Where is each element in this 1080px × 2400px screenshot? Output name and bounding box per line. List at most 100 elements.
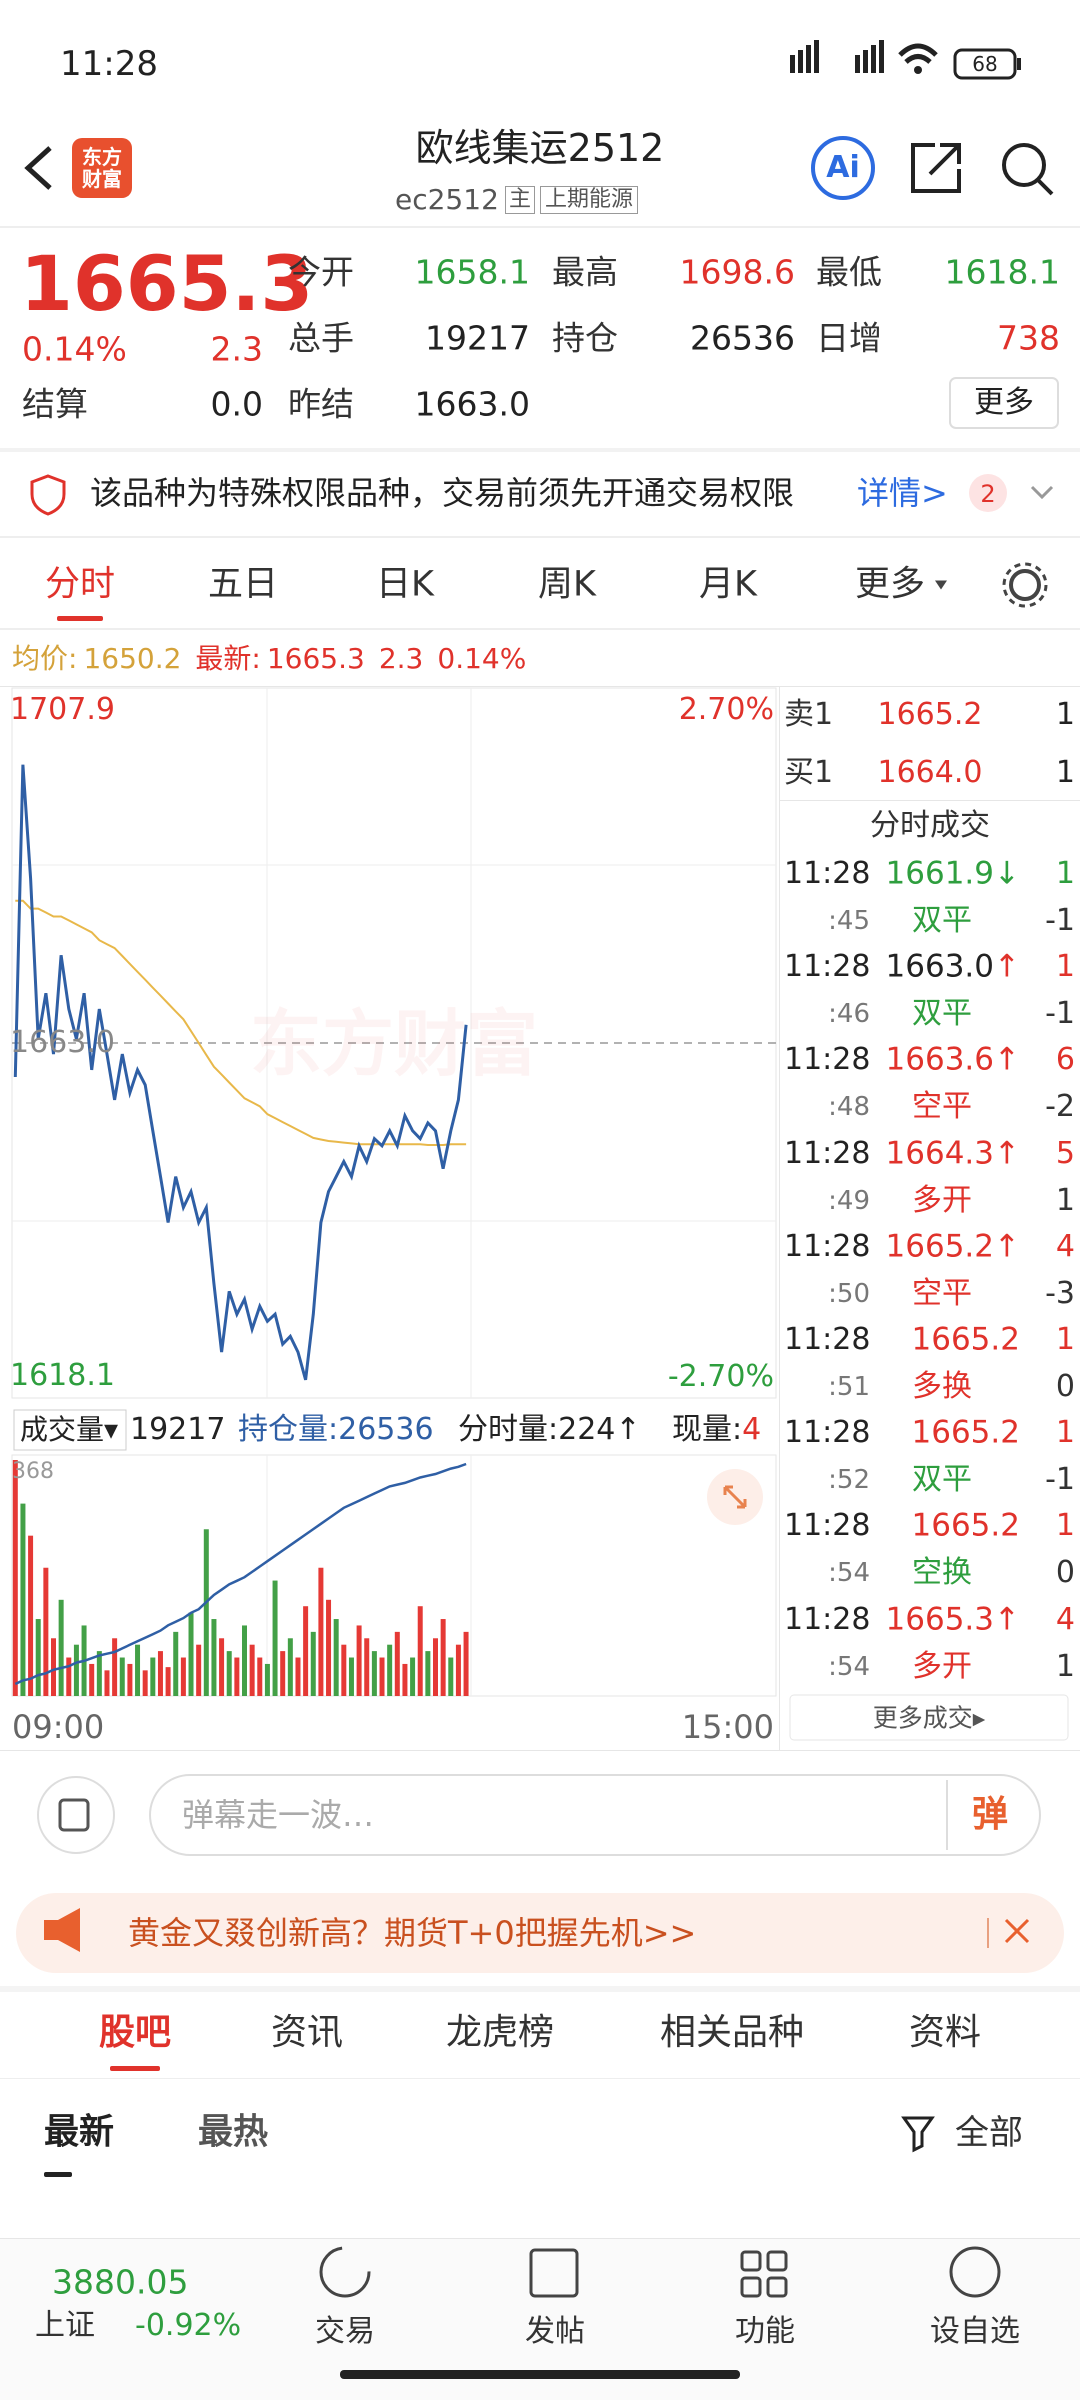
text: ↑ bbox=[994, 1601, 1020, 1638]
trade-time: 11:28 bbox=[784, 856, 871, 891]
title: 欧线集运2512 bbox=[415, 126, 665, 170]
nav-icon[interactable] bbox=[529, 2248, 579, 2298]
field-label: 结算 bbox=[22, 384, 88, 424]
share-icon[interactable] bbox=[911, 143, 961, 193]
trade-kind: 多开 bbox=[912, 1648, 972, 1684]
section-tab[interactable]: 龙虎榜 bbox=[445, 2012, 555, 2053]
nav-label[interactable]: 设自选 bbox=[930, 2314, 1020, 2349]
sub-tab[interactable]: 最新 bbox=[44, 2112, 115, 2153]
section-tab[interactable]: 相关品种 bbox=[659, 2012, 805, 2053]
tab[interactable]: 分时 bbox=[44, 564, 116, 605]
text: 1665.3 bbox=[885, 1601, 995, 1638]
divider bbox=[779, 800, 1080, 801]
comment-input[interactable] bbox=[149, 1774, 1041, 1856]
volume-bar bbox=[196, 1644, 202, 1696]
volume-bar bbox=[402, 1663, 408, 1696]
danmaku-icon[interactable] bbox=[37, 1776, 115, 1854]
text: 1663.0 bbox=[885, 948, 995, 985]
trade-second: :48 bbox=[828, 1092, 870, 1123]
expand-icon[interactable] bbox=[723, 1485, 747, 1509]
more-trades[interactable]: 更多成交▸ bbox=[872, 1703, 986, 1733]
text: 现量: bbox=[672, 1412, 743, 1447]
close-icon[interactable] bbox=[1004, 1918, 1030, 1944]
trade-delta: -2 bbox=[1045, 1089, 1075, 1125]
trade-second: :46 bbox=[828, 999, 870, 1030]
danmaku-icon[interactable] bbox=[58, 1798, 90, 1832]
danmaku-button[interactable]: 弹 bbox=[971, 1794, 1009, 1835]
text: 1661.9 bbox=[885, 855, 995, 892]
volume-bar bbox=[43, 1567, 49, 1696]
open-interest: 持仓量: 26536 bbox=[238, 1415, 434, 1445]
nav-icon[interactable] bbox=[319, 2246, 371, 2298]
volume-bar bbox=[173, 1631, 179, 1696]
ad-banner[interactable] bbox=[16, 1893, 1064, 1973]
volume-bar bbox=[272, 1580, 278, 1696]
volume-bar bbox=[188, 1612, 194, 1696]
section-tab[interactable]: 资料 bbox=[908, 2012, 982, 2053]
text: 26536 bbox=[338, 1412, 434, 1447]
trade-kind: 多开 bbox=[912, 1182, 972, 1218]
trade-volume: 1 bbox=[1055, 1508, 1075, 1544]
series-line bbox=[13, 764, 468, 1381]
divider bbox=[0, 226, 1080, 228]
divider bbox=[0, 536, 1080, 538]
details-link[interactable]: 详情> bbox=[857, 474, 948, 512]
sub-tab[interactable]: 最热 bbox=[198, 2112, 269, 2153]
trade-delta: 1 bbox=[1055, 1182, 1075, 1218]
trade-time: 11:28 bbox=[784, 1042, 871, 1078]
text: ↑ bbox=[994, 1135, 1020, 1172]
volume-selector[interactable]: 成交量▾ bbox=[20, 1413, 119, 1446]
field-label: 最高 bbox=[552, 252, 618, 292]
volume-bar bbox=[417, 1606, 423, 1696]
search-icon[interactable] bbox=[1036, 178, 1054, 196]
tab[interactable]: 日K bbox=[376, 564, 434, 605]
text: 均价: bbox=[12, 642, 78, 675]
battery: 68 bbox=[972, 52, 998, 76]
settings-icon[interactable] bbox=[1002, 562, 1048, 608]
code: ec2512 bbox=[395, 183, 499, 216]
volume-bar bbox=[180, 1657, 186, 1696]
tab[interactable]: 月K bbox=[699, 564, 757, 605]
trade-price: 1664.3 ↑ bbox=[886, 1138, 1020, 1169]
filter-icon[interactable] bbox=[901, 2116, 935, 2153]
nav-icon[interactable] bbox=[740, 2250, 788, 2298]
filter[interactable]: 全部 bbox=[955, 2113, 1023, 2153]
nav-label[interactable]: 交易 bbox=[315, 2314, 375, 2349]
settings-icon[interactable] bbox=[1009, 569, 1041, 601]
volume-selector[interactable] bbox=[13, 1409, 127, 1451]
nav-icon[interactable] bbox=[949, 2246, 1001, 2298]
ai-icon[interactable] bbox=[811, 136, 875, 200]
search-icon[interactable] bbox=[1002, 143, 1046, 187]
trade-delta: 0 bbox=[1055, 1555, 1075, 1591]
trade-kind: 双平 bbox=[912, 903, 972, 938]
info-line: 均价: 1650.2 最新: 1665.3 2.3 0.14% bbox=[12, 645, 526, 673]
ad-text[interactable]: 黄金又叕创新高？期货T+0把握先机>> bbox=[128, 1914, 697, 1952]
more-trades-button[interactable] bbox=[789, 1694, 1069, 1741]
index-change: -0.92% bbox=[135, 2308, 242, 2343]
field-value: 1658.1 bbox=[414, 252, 530, 292]
tab[interactable]: 周K bbox=[538, 564, 596, 605]
tab[interactable]: 五日 bbox=[207, 564, 279, 605]
index-value: 3880.05 bbox=[52, 2262, 189, 2302]
trade-delta: -1 bbox=[1045, 996, 1075, 1032]
volume-bar bbox=[211, 1619, 217, 1696]
shield-icon bbox=[30, 474, 66, 516]
volume-bar bbox=[280, 1651, 286, 1696]
section-tab[interactable]: 股吧 bbox=[98, 2012, 172, 2053]
more-button[interactable]: 更多 bbox=[974, 385, 1034, 420]
divider bbox=[0, 628, 1080, 630]
trade-price: 1663.0 ↑ bbox=[885, 948, 1020, 985]
nav-label[interactable]: 功能 bbox=[735, 2314, 795, 2349]
book-volume: 1 bbox=[1055, 697, 1075, 732]
ai-text[interactable]: Ai bbox=[826, 150, 860, 185]
text: 1664.3 bbox=[885, 1135, 995, 1172]
comment-placeholder[interactable]: 弹幕走一波… bbox=[182, 1796, 375, 1834]
volume-bar bbox=[455, 1644, 461, 1696]
dropdown-caret[interactable] bbox=[935, 580, 947, 590]
more-button[interactable] bbox=[949, 377, 1059, 429]
chevron[interactable] bbox=[1030, 485, 1054, 500]
section-tab[interactable]: 资讯 bbox=[270, 2012, 344, 2053]
tab[interactable]: 更多 bbox=[854, 564, 926, 605]
nav-label[interactable]: 发帖 bbox=[525, 2314, 585, 2349]
back-icon[interactable] bbox=[24, 146, 52, 190]
